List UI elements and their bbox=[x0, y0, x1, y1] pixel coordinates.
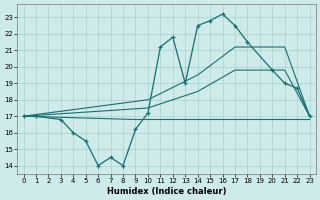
X-axis label: Humidex (Indice chaleur): Humidex (Indice chaleur) bbox=[107, 187, 226, 196]
